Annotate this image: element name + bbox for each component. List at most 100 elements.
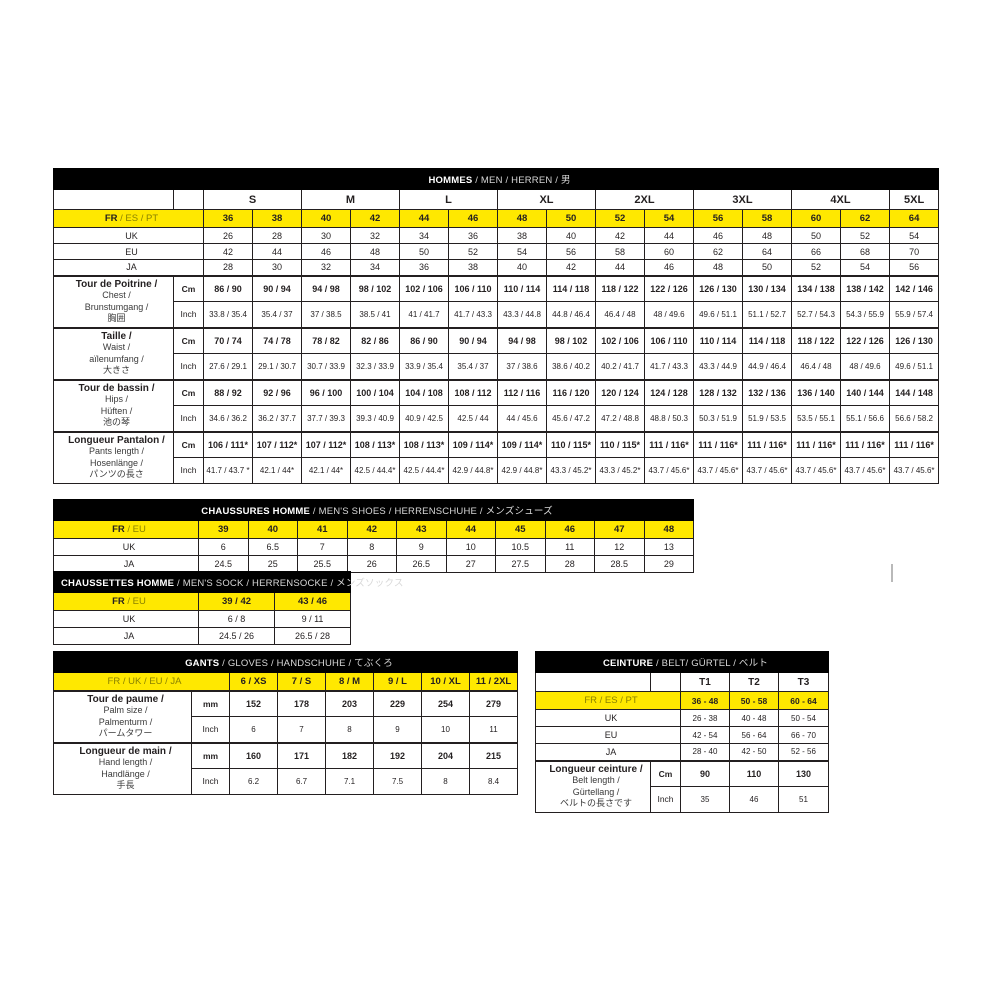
fr-label-main: FR: [104, 213, 118, 224]
shoes-banner-main: CHAUSSURES HOMME: [201, 506, 311, 517]
measure-label-jp: ベルトの長さです: [559, 798, 632, 808]
mens-uk-row: UK 26 28 30 32 34 36 38 40 42 44 46 48 5…: [53, 227, 940, 244]
belt-ja-cell: 42 - 50: [729, 743, 779, 761]
row-label-uk: UK: [53, 610, 199, 628]
shoes-banner-row: CHAUSSURES HOMME / MEN'S SHOES / HERRENS…: [52, 499, 695, 521]
belt-sizegroup-row: T1 T2 T3: [535, 672, 830, 692]
mens-eu-row: EU 42 44 46 48 50 52 54 56 58 60 62 64 6…: [53, 243, 940, 260]
mens-uk-cell: 32: [350, 227, 400, 244]
hips-inch-cell: 51.9 / 53.5: [742, 405, 792, 432]
gloves-fr-cell: 8 / M: [325, 672, 374, 691]
shoes-fr-row-label: FR / EU: [53, 520, 199, 539]
mens-banner-sub: / MEN / HERREN / 男: [472, 175, 571, 186]
hips-inch-cell: 42.5 / 44: [448, 405, 498, 432]
row-label-eu: EU: [53, 243, 204, 260]
palm-mm-cell: 229: [373, 689, 422, 717]
belt-length-cm-row: Longueur ceinture / Belt length / Gürtel…: [535, 759, 830, 813]
measure-hips-cm-row: Tour de bassin / Hips / Hüften / 池の琴 Cm …: [53, 378, 940, 432]
measure-label-fr: Longueur ceinture /: [549, 763, 643, 775]
hips-cm-cell: 108 / 112: [448, 378, 498, 406]
mens-eu-cell: 62: [693, 243, 743, 260]
shoes-uk-row: UK 6 6.5 7 8 9 10 10.5 11 12 13: [53, 538, 695, 556]
mens-ja-cell: 56: [888, 259, 940, 276]
fr-label-sub: / EU: [124, 596, 146, 607]
mens-uk-cell: 26: [203, 227, 253, 244]
chest-cm-cell: 86 / 90: [203, 274, 253, 302]
pants-inch-cell: 43.7 / 45.6*: [644, 456, 694, 484]
measure-label-de: Gürtellang /: [572, 786, 620, 797]
row-label-ja: JA: [53, 627, 199, 645]
pants-cm-cell: 108 / 113*: [350, 430, 400, 458]
belt-fr-row-label: FR / ES / PT: [535, 691, 681, 710]
belt-eu-cell: 66 - 70: [777, 726, 830, 744]
fr-row-label: FR / ES / PT: [53, 209, 204, 228]
waist-cm-cell: 78 / 82: [301, 326, 351, 354]
chest-inch-cell: 41 / 41.7: [399, 301, 449, 328]
mens-eu-cell: 54: [497, 243, 547, 260]
chest-inch-cell: 44.8 / 46.4: [546, 301, 596, 328]
gloves-fr-cell: 6 / XS: [229, 672, 278, 691]
belt-fr-cell: 50 - 58: [729, 691, 779, 710]
hand-mm-cell: 204: [421, 741, 470, 769]
measure-label-jp: 池の琴: [102, 417, 130, 427]
waist-inch-cell: 30.7 / 33.9: [301, 353, 351, 380]
chest-inch-cell: 54.3 / 55.9: [840, 301, 890, 328]
shoes-banner: CHAUSSURES HOMME / MEN'S SHOES / HERRENS…: [52, 499, 695, 521]
belt-banner-main: CEINTURE: [602, 658, 654, 669]
measure-chest-cm-row: Tour de Poitrine / Chest / Brunstumgang …: [53, 274, 940, 328]
pants-cm-cell: 111 / 116*: [888, 430, 940, 458]
measure-label-de: Hüften /: [100, 405, 133, 416]
chest-inch-cell: 33.8 / 35.4: [203, 301, 253, 328]
hand-inch-cell: 7.5: [373, 767, 422, 795]
shoes-uk-cell: 10: [445, 538, 496, 556]
socks-fr-cell: 43 / 46: [274, 592, 351, 611]
unit-inch: Inch: [173, 405, 204, 432]
waist-cm-cell: 70 / 74: [203, 326, 253, 354]
palm-mm-cell: 178: [277, 689, 326, 717]
measure-label-de: aïlenumfang /: [89, 353, 144, 364]
pants-inch-cell: 42.5 / 44.4*: [399, 456, 449, 484]
hips-inch-cell: 47.2 / 48.8: [595, 405, 645, 432]
palm-inch-cell: 6: [229, 716, 278, 743]
mens-ja-cell: 40: [497, 259, 547, 276]
belt-table: CEINTURE / BELT/ GÜRTEL / ベルト T1 T2 T3 F…: [534, 651, 830, 813]
pants-cm-cell: 108 / 113*: [399, 430, 449, 458]
mens-ja-cell: 50: [742, 259, 792, 276]
hips-cm-cell: 144 / 148: [888, 378, 940, 406]
chest-cm-cell: 134 / 138: [791, 274, 841, 302]
mens-uk-cell: 28: [252, 227, 302, 244]
hips-inch-cell: 45.6 / 47.2: [546, 405, 596, 432]
belt-banner-row: CEINTURE / BELT/ GÜRTEL / ベルト: [534, 651, 830, 673]
gloves-banner-row: GANTS / GLOVES / HANDSCHUHE / てぶくろ: [52, 651, 519, 673]
waist-inch-cell: 38.6 / 40.2: [546, 353, 596, 380]
unit-inch: Inch: [191, 767, 230, 795]
scan-artifact-mark: [891, 564, 893, 582]
chest-inch-cell: 52.7 / 54.3: [791, 301, 841, 328]
size-group-4xl: 4XL: [791, 189, 890, 210]
measure-label-belt-length: Longueur ceinture / Belt length / Gürtel…: [535, 759, 651, 813]
shoes-uk-cell: 7: [297, 538, 348, 556]
mens-socks-table: CHAUSSETTES HOMME / MEN'S SOCK / HERRENS…: [53, 571, 403, 645]
socks-uk-cell: 9 / 11: [274, 610, 351, 628]
shoes-fr-cell: 46: [544, 520, 595, 539]
pants-cm-cell: 111 / 116*: [693, 430, 743, 458]
shoes-uk-cell: 6: [198, 538, 249, 556]
gloves-hand-inch-row: Inch 6.2 6.7 7.1 7.5 8 8.4: [54, 767, 519, 795]
pants-cm-cell: 111 / 116*: [791, 430, 841, 458]
hand-inch-cell: 8.4: [468, 767, 519, 795]
socks-fr-row-label: FR / EU: [53, 592, 199, 611]
pants-cm-cell: 111 / 116*: [644, 430, 694, 458]
measure-waist-inch-row: Inch 27.6 / 29.1 29.1 / 30.7 30.7 / 33.9…: [54, 353, 940, 380]
belt-fr-row: FR / ES / PT 36 - 48 50 - 58 60 - 64: [535, 691, 830, 710]
belt-length-inch-cell: 35: [680, 785, 730, 813]
measure-label-en: Chest /: [102, 290, 131, 300]
pants-inch-cell: 43.7 / 45.6*: [742, 456, 792, 484]
measure-label-en: Pants length /: [88, 446, 145, 456]
palm-inch-cell: 7: [277, 716, 326, 743]
socks-fr-row: FR / EU 39 / 42 43 / 46: [53, 592, 351, 611]
mens-ja-cell: 30: [252, 259, 302, 276]
mens-ja-cell: 42: [546, 259, 596, 276]
measure-label-jp: パンツの長さ: [89, 469, 144, 479]
measure-pants-cm-row: Longueur Pantalon / Pants length / Hosen…: [53, 430, 940, 484]
